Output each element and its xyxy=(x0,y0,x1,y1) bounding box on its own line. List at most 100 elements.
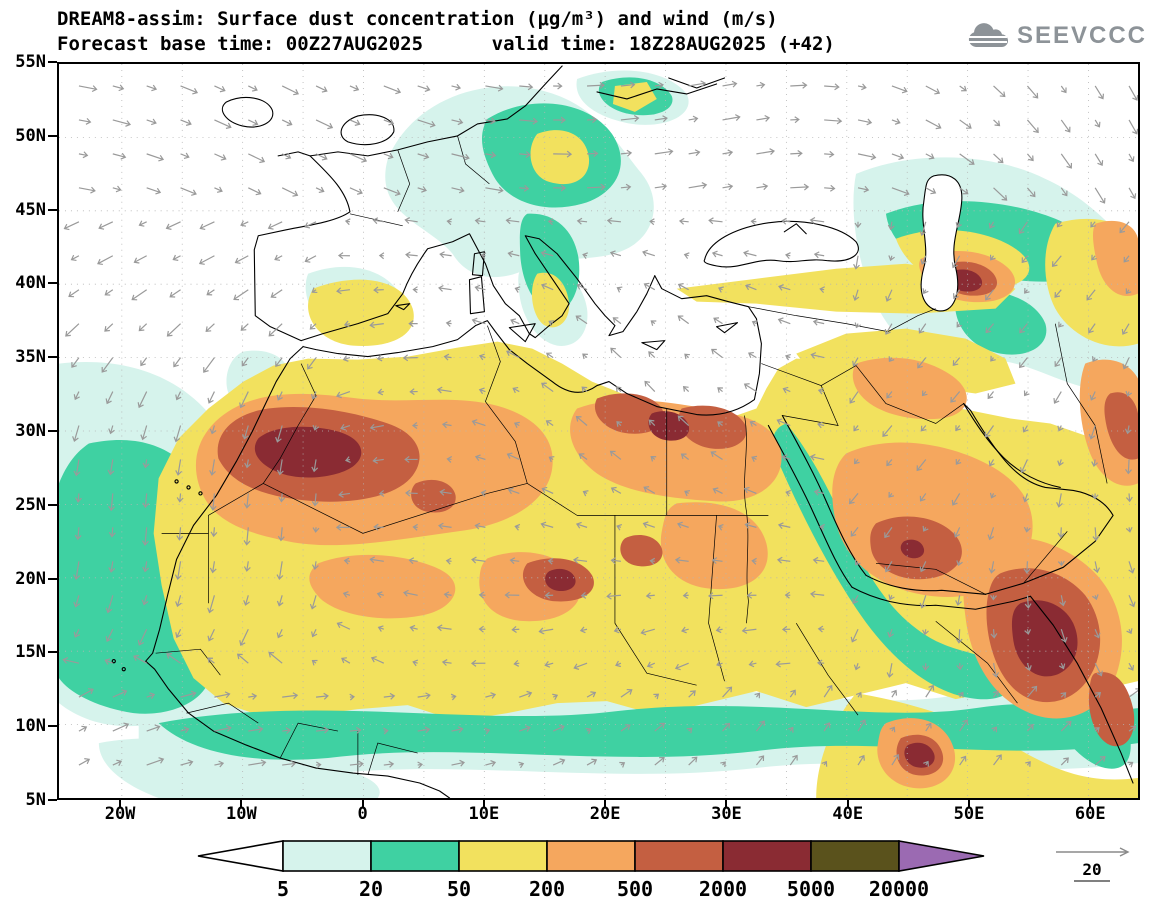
wind-arrow-icon xyxy=(340,423,351,431)
lat-axis-label: 15N xyxy=(15,642,46,663)
wind-arrow-icon xyxy=(540,521,554,529)
wind-arrow-icon xyxy=(887,629,894,638)
wind-arrow-icon xyxy=(1128,662,1135,671)
wind-arrow-icon xyxy=(1125,493,1133,503)
wind-arrow-icon xyxy=(789,689,796,698)
wind-arrow-icon xyxy=(654,115,668,123)
wind-arrow-icon xyxy=(710,451,723,460)
wind-arrow-icon xyxy=(276,595,284,607)
wind-arrow-icon xyxy=(654,148,674,156)
wind-arrow-icon xyxy=(677,283,689,291)
wind-arrow-icon xyxy=(1128,153,1135,163)
wind-arrow-icon xyxy=(480,489,487,497)
wind-arrow-icon xyxy=(383,692,396,700)
lat-axis-tick xyxy=(48,799,57,801)
wind-arrow-icon xyxy=(1125,459,1132,475)
wind-arrow-icon xyxy=(180,152,190,160)
wind-arrow-icon xyxy=(643,282,656,291)
forecast-times: Forecast base time: 00Z27AUG2025 valid t… xyxy=(57,33,835,55)
wind-vectors xyxy=(62,80,1138,769)
lon-axis-label: 0 xyxy=(357,804,368,824)
wind-arrow-icon xyxy=(104,289,114,296)
wind-arrow-icon xyxy=(1094,85,1105,100)
wind-arrow-icon xyxy=(819,523,825,531)
wind-arrow-icon xyxy=(547,218,554,226)
wind-arrow-icon xyxy=(677,315,690,325)
wind-arrow-icon xyxy=(712,487,723,494)
lat-axis-label: 10N xyxy=(15,716,46,737)
wind-arrow-icon xyxy=(953,527,961,538)
wind-arrow-icon xyxy=(620,114,640,122)
wind-arrow-icon xyxy=(369,423,384,431)
wind-arrow-icon xyxy=(756,114,771,122)
wind-arrow-icon xyxy=(781,625,791,633)
wind-arrow-icon xyxy=(446,455,453,463)
wind-arrow-icon xyxy=(409,624,418,632)
wind-arrow-icon xyxy=(857,754,865,766)
wind-arrow-icon xyxy=(1093,561,1101,574)
wind-arrow-icon xyxy=(553,150,573,158)
wind-arrow-icon xyxy=(553,184,567,192)
wind-arrow-icon xyxy=(648,419,656,426)
wind-arrow-icon xyxy=(674,556,689,564)
wind-arrow-icon xyxy=(471,317,486,325)
wind-arrow-icon xyxy=(552,693,559,700)
wind-arrow-icon xyxy=(1086,289,1096,301)
wind-arrow-icon xyxy=(919,493,927,502)
wind-arrow-icon xyxy=(955,425,961,432)
wind-arrow-icon xyxy=(749,420,757,427)
wind-arrow-icon xyxy=(1091,459,1099,468)
colorbar-arrow-left xyxy=(197,840,284,872)
wind-reference-value: 20 xyxy=(1082,860,1101,879)
wind-arrow-icon xyxy=(553,82,563,90)
wind-arrow-icon xyxy=(775,660,791,668)
wind-arrow-icon xyxy=(756,148,775,156)
wind-arrow-icon xyxy=(750,218,757,226)
wind-arrow-icon xyxy=(98,221,114,230)
wind-arrow-icon xyxy=(104,658,114,665)
wind-arrow-icon xyxy=(436,386,452,394)
wind-arrow-icon xyxy=(857,153,877,161)
wind-arrow-icon xyxy=(315,186,325,194)
wind-arrow-icon xyxy=(824,117,843,125)
wind-arrow-icon xyxy=(478,353,486,361)
wind-arrow-icon xyxy=(112,84,125,92)
lon-axis-tick xyxy=(482,800,485,808)
lat-axis-tick xyxy=(48,503,57,506)
wind-arrow-icon xyxy=(146,757,165,766)
wind-arrow-icon xyxy=(507,250,520,258)
lat-axis-tick xyxy=(48,651,57,654)
map-frame xyxy=(57,62,1140,800)
colorbar-tick-label: 200 xyxy=(529,877,565,901)
wind-arrow-icon xyxy=(616,286,623,293)
wind-arrow-icon xyxy=(172,254,181,261)
seevccc-logo: SEEVCCC xyxy=(965,22,1147,50)
wind-arrow-icon xyxy=(451,118,464,126)
wind-arrow-icon xyxy=(343,320,351,328)
wind-arrow-icon xyxy=(1119,221,1130,234)
wind-arrow-icon xyxy=(923,760,929,767)
wind-arrow-icon xyxy=(180,759,194,767)
wind-arrow-icon xyxy=(137,628,148,646)
wind-arrow-icon xyxy=(311,659,318,666)
wind-arrow-icon xyxy=(140,357,148,367)
wind-arrow-icon xyxy=(920,255,927,265)
wind-arrow-icon xyxy=(683,252,690,259)
country-borders xyxy=(155,135,1108,776)
wind-arrow-icon xyxy=(214,760,225,768)
wind-arrow-icon xyxy=(850,526,859,537)
colorbar-tick-label: 2000 xyxy=(699,877,747,901)
wind-arrow-icon xyxy=(180,690,197,698)
wind-arrow-icon xyxy=(777,522,791,530)
wind-arrow-icon xyxy=(519,725,531,732)
wind-arrow-icon xyxy=(823,722,831,732)
wind-arrow-icon xyxy=(777,317,791,325)
wind-arrow-icon xyxy=(112,689,128,698)
wind-arrow-icon xyxy=(506,452,520,461)
wind-arrow-icon xyxy=(790,116,800,124)
wind-arrow-icon xyxy=(891,153,905,161)
wind-arrow-icon xyxy=(1054,357,1062,367)
wind-arrow-icon xyxy=(312,527,320,533)
wind-arrow-icon xyxy=(1128,187,1137,200)
wind-arrow-icon xyxy=(309,595,317,610)
